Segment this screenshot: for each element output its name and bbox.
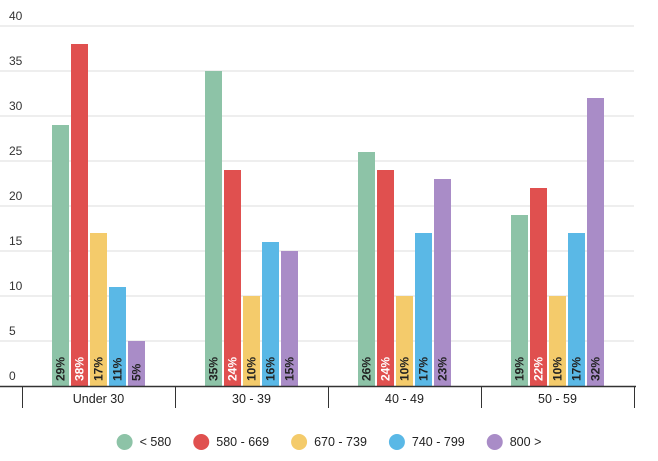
data-labels: 29% 38% 17% 11% 5% 35% 24% 10% 16% 15% 26% 24% 10% 17…	[54, 357, 603, 381]
bar-data-label: 29%	[54, 357, 68, 381]
legend-label: 800 >	[510, 435, 542, 449]
bar	[224, 170, 241, 386]
legend-label: 740 - 799	[412, 435, 465, 449]
y-tick-label: 35	[9, 54, 23, 68]
legend-label: 670 - 739	[314, 435, 367, 449]
x-category-label: 30 - 39	[232, 392, 271, 406]
bar	[587, 98, 604, 386]
bar	[243, 296, 260, 386]
bar	[530, 188, 547, 386]
x-axis: Under 30 30 - 39 40 - 49 50 - 59	[0, 385, 636, 408]
bar-data-label: 15%	[283, 357, 297, 381]
bar-data-label: 17%	[570, 357, 584, 381]
bar	[71, 44, 88, 386]
y-axis-ticks: 0 5 10 15 20 25 30 35 40	[9, 9, 23, 383]
bar	[568, 233, 585, 386]
x-category-label: 50 - 59	[538, 392, 577, 406]
bar	[262, 242, 279, 386]
bar-data-label: 38%	[73, 357, 87, 381]
bar-data-label: 5%	[130, 363, 144, 381]
bar-data-label: 10%	[551, 357, 565, 381]
bar-data-label: 19%	[513, 357, 527, 381]
legend: < 580 580 - 669 670 - 739 740 - 799 800 >	[116, 434, 542, 450]
bar	[281, 251, 298, 386]
x-category-label: 40 - 49	[385, 392, 424, 406]
y-tick-label: 10	[9, 279, 23, 293]
bar-data-label: 24%	[379, 357, 393, 381]
bar-data-label: 10%	[398, 357, 412, 381]
bar-data-label: 32%	[589, 357, 603, 381]
y-tick-label: 30	[9, 99, 23, 113]
bar	[396, 296, 413, 386]
legend-label: < 580	[140, 435, 172, 449]
bar	[109, 287, 126, 386]
x-category-label: Under 30	[73, 392, 124, 406]
bar	[52, 125, 69, 386]
bar	[511, 215, 528, 386]
bar	[415, 233, 432, 386]
legend-marker	[388, 434, 405, 450]
bar-data-label: 35%	[207, 357, 221, 381]
legend-marker	[116, 434, 133, 450]
bar-data-label: 10%	[245, 357, 259, 381]
y-tick-label: 0	[9, 369, 16, 383]
bar	[90, 233, 107, 386]
bars	[52, 44, 604, 386]
y-tick-label: 20	[9, 189, 23, 203]
legend-marker	[486, 434, 503, 450]
bar	[377, 170, 394, 386]
bar-data-label: 24%	[226, 357, 240, 381]
bar	[434, 179, 451, 386]
y-tick-label: 25	[9, 144, 23, 158]
bar-data-label: 26%	[360, 357, 374, 381]
bar-data-label: 17%	[92, 357, 106, 381]
bar-data-label: 22%	[532, 357, 546, 381]
bar	[549, 296, 566, 386]
legend-marker	[193, 434, 210, 450]
bar	[358, 152, 375, 386]
legend-label: 580 - 669	[216, 435, 269, 449]
legend-marker	[291, 434, 308, 450]
bar	[205, 71, 222, 386]
y-tick-label: 40	[9, 9, 23, 23]
bar-data-label: 23%	[436, 357, 450, 381]
bar-data-label: 11%	[111, 357, 125, 381]
y-tick-label: 15	[9, 234, 23, 248]
bar-data-label: 16%	[264, 357, 278, 381]
bar-data-label: 17%	[417, 357, 431, 381]
y-tick-label: 5	[9, 324, 16, 338]
bar	[128, 341, 145, 386]
